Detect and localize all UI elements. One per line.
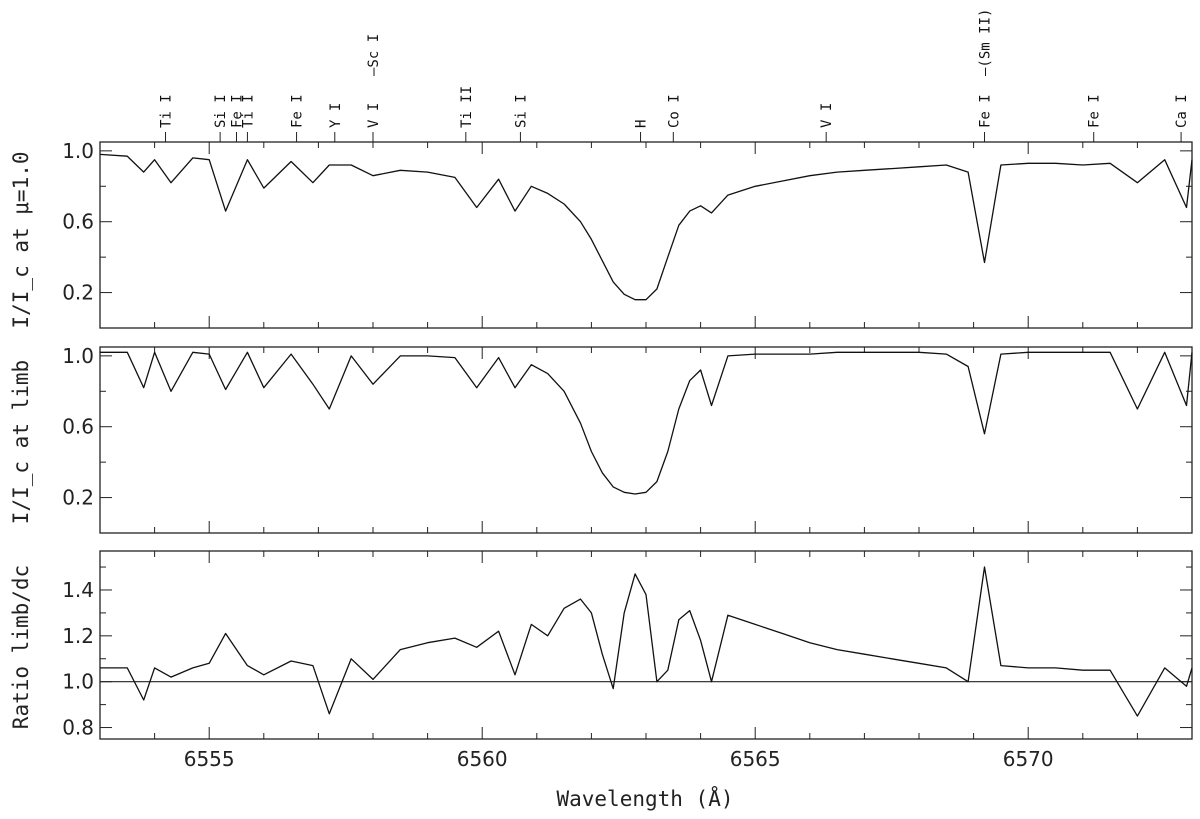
y-tick-label: 1.0 [62, 344, 94, 368]
line-id-label: Ca I [1174, 94, 1190, 128]
line-id-label: Fe I [230, 94, 246, 128]
line-id-label: Fe I [978, 94, 994, 128]
spectrum-line-1 [100, 351, 1193, 495]
panel-2: 0.2 0.6 1.0 [62, 344, 1193, 534]
line-id-label: V I [819, 103, 835, 128]
y-tick-label: 1.2 [62, 624, 94, 648]
y-tick-label: 0.6 [62, 210, 94, 234]
y-tick-label: 1.0 [62, 670, 94, 694]
line-id-label: Si I [213, 94, 229, 128]
panel-1: 0.2 0.6 1.0 [62, 139, 1193, 329]
line-id-label: –Sc I [366, 34, 382, 76]
line-id-label: Ti I [240, 94, 256, 128]
line-id-label: Ti I [159, 94, 175, 128]
y-tick-label: 1.4 [62, 578, 94, 602]
line-id-label: Fe I [290, 94, 306, 128]
x-tick-label: 6560 [457, 747, 508, 771]
panels: 0.2 0.6 1.0 0.2 0.6 1.0 0.8 1.0 1.2 1.4 6555 6560 65… [62, 139, 1193, 771]
line-id-label: Si I [513, 94, 529, 128]
y-tick-label: 0.2 [62, 486, 94, 510]
panel1-ylabel: I/I_c at μ=1.0 [9, 151, 33, 328]
y-tick-label: 0.6 [62, 415, 94, 439]
x-axis-title: Wavelength (Å) [556, 785, 733, 811]
line-id-label: V I [366, 103, 382, 128]
spectrum-line-1 [99, 153, 1193, 301]
line-id-label: H [634, 120, 650, 128]
y-tick-label: 0.8 [62, 716, 94, 740]
x-tick-label: 6565 [730, 747, 781, 771]
panel-frame [99, 346, 1193, 534]
line-id-label: Ti II [459, 86, 475, 128]
panel-3: 0.8 1.0 1.2 1.4 6555 6560 6565 6570 [62, 550, 1193, 771]
panel3-ylabel: Ratio limb/dc [9, 565, 33, 729]
x-tick-label: 6555 [184, 747, 235, 771]
x-tick-label: 6570 [1003, 747, 1054, 771]
panel-frame [99, 550, 1193, 740]
line-id-label: Co I [666, 94, 682, 128]
spectrum-line-1 [100, 566, 1193, 717]
line-id-label: –(Sm II) [978, 9, 994, 76]
panel2-ylabel: I/I_c at limb [9, 360, 33, 524]
y-tick-label: 0.2 [62, 281, 94, 305]
line-id-label: Fe I [1087, 94, 1103, 128]
line-id-label: Y I [328, 103, 344, 128]
y-tick-label: 1.0 [62, 139, 94, 163]
